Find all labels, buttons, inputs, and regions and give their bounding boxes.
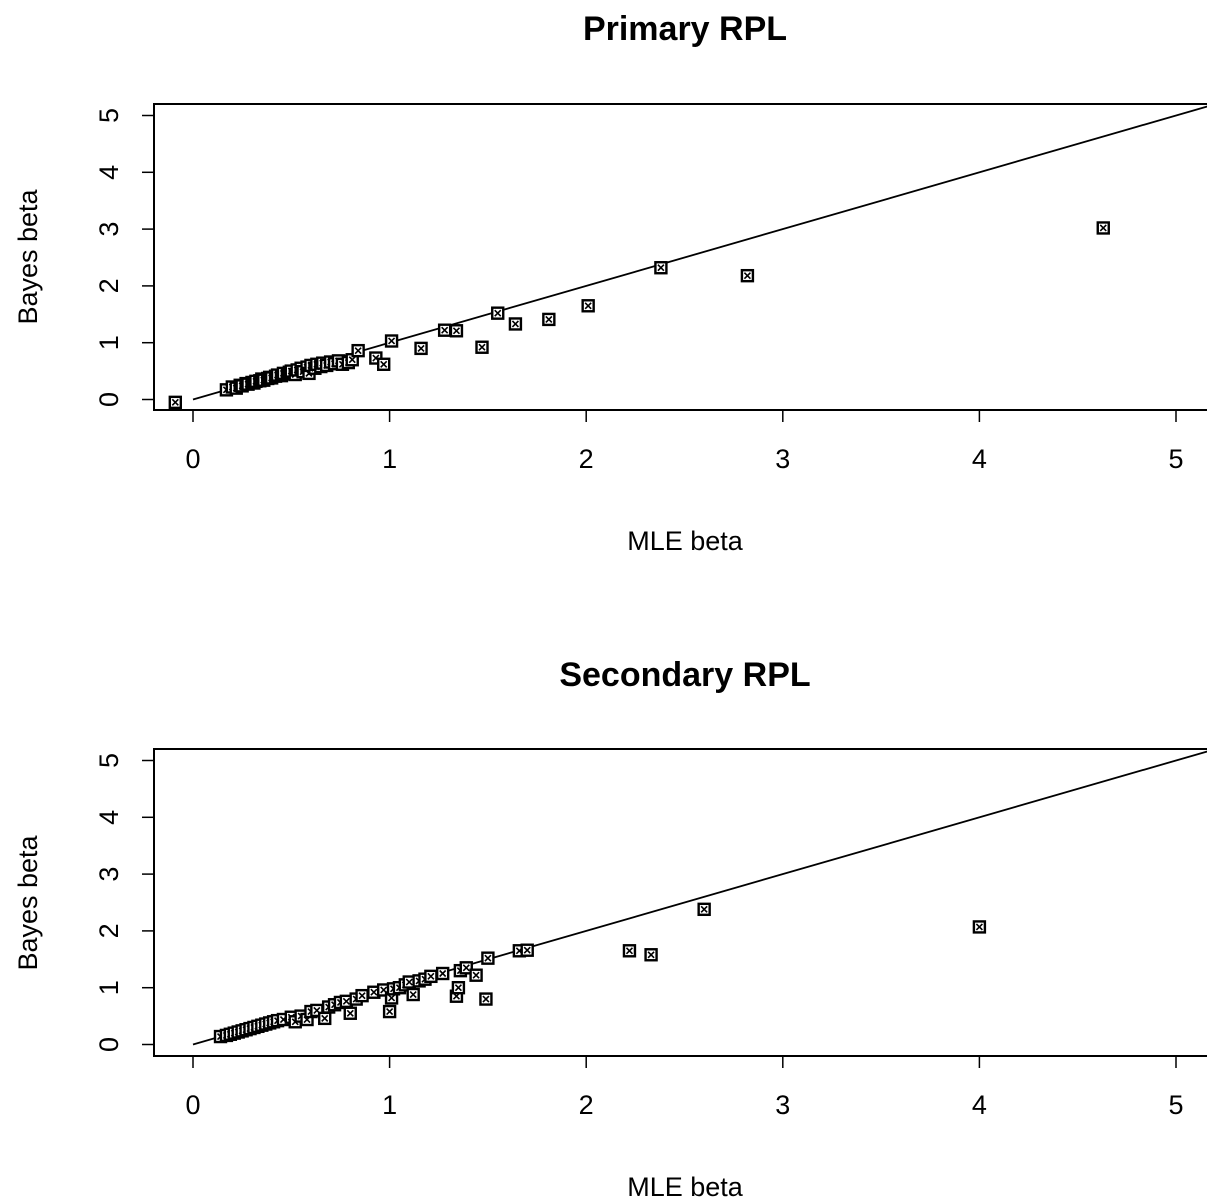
data-point: [475, 340, 489, 354]
y-tick-label: 2: [94, 923, 124, 938]
y-tick-label: 1: [94, 335, 124, 350]
data-point: [520, 943, 534, 957]
y-tick-label: 3: [94, 867, 124, 882]
y-axis-label: Bayes beta: [13, 834, 43, 970]
data-point: [424, 969, 438, 984]
y-tick-label: 4: [94, 165, 124, 180]
panel-primary-rpl: Primary RPL 0 1 2 3 4 5 0 1 2 3 4 5 MLE beta Bayes …: [13, 10, 1207, 556]
x-tick-label: 3: [775, 444, 790, 474]
x-tick-label: 4: [972, 444, 987, 474]
x-tick-label: 0: [185, 1090, 200, 1120]
plot-frame: [153, 748, 1207, 1057]
data-point: [382, 1004, 397, 1019]
x-axis-label: MLE beta: [627, 1172, 744, 1201]
x-axis-label: MLE beta: [627, 526, 744, 556]
y-tick-label: 4: [94, 810, 124, 825]
x-tick-label: 2: [579, 444, 594, 474]
data-point: [437, 323, 452, 337]
data-point: [377, 357, 391, 371]
x-tick-label: 1: [382, 1090, 397, 1120]
data-point: [581, 299, 595, 313]
x-tick-label: 5: [1168, 444, 1183, 474]
data-point: [508, 317, 523, 331]
data-point: [622, 944, 637, 958]
data-point: [343, 1006, 357, 1020]
reference-line: [192, 105, 1207, 401]
data-point: [479, 992, 493, 1006]
data-point: [697, 902, 711, 917]
chart-title: Secondary RPL: [559, 656, 810, 694]
x-tick-label: 3: [775, 1090, 790, 1120]
data-point: [414, 341, 428, 356]
plot-area: 0 1 2 3 4 5 0 1 2 3 4 5: [94, 103, 1207, 474]
x-tick-label: 4: [972, 1090, 987, 1120]
x-tick-label: 1: [382, 444, 397, 474]
x-tick-label: 2: [579, 1090, 594, 1120]
data-point: [384, 334, 399, 348]
y-tick-label: 5: [94, 108, 124, 123]
data-point: [469, 968, 483, 982]
data-point: [491, 306, 505, 320]
data-point: [1096, 221, 1110, 235]
data-point: [168, 395, 183, 410]
panel-secondary-rpl: Secondary RPL 0 1 2 3 4 5 0 1 2 3 4 5 MLE beta Baye…: [13, 656, 1207, 1201]
plot-frame: [153, 103, 1207, 411]
data-point: [406, 987, 420, 1002]
data-point: [654, 261, 668, 275]
data-point: [459, 961, 473, 975]
x-tick-label: 0: [185, 444, 200, 474]
y-tick-label: 1: [94, 980, 124, 995]
data-point: [318, 1011, 332, 1026]
chart-title: Primary RPL: [583, 10, 787, 48]
x-tick-label: 5: [1168, 1090, 1183, 1120]
y-tick-label: 2: [94, 278, 124, 293]
plot-area: 0 1 2 3 4 5 0 1 2 3 4 5: [94, 748, 1207, 1120]
data-point: [644, 948, 658, 962]
y-tick-label: 3: [94, 222, 124, 237]
data-point: [972, 920, 987, 934]
y-tick-label: 5: [94, 753, 124, 768]
y-tick-label: 0: [94, 1037, 124, 1052]
data-point: [351, 343, 365, 358]
data-point: [449, 324, 464, 338]
y-axis-label: Bayes beta: [13, 188, 43, 324]
data-point: [740, 268, 755, 283]
data-point: [542, 312, 556, 327]
data-point: [481, 951, 495, 965]
data-point: [355, 988, 369, 1003]
data-point: [435, 966, 450, 981]
data-point: [451, 981, 466, 995]
y-tick-label: 0: [94, 392, 124, 407]
